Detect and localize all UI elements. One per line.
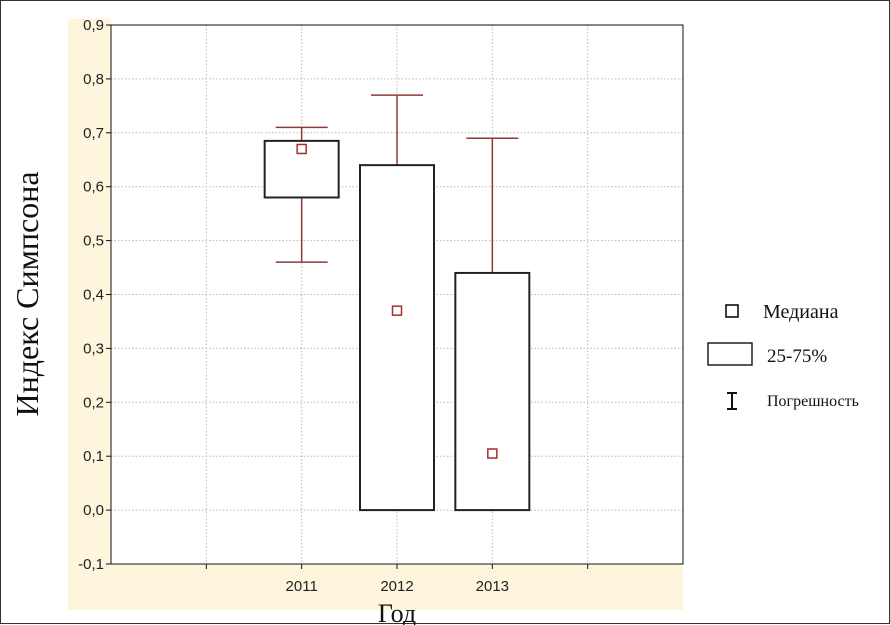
y-tick-label: 0,6 — [83, 179, 104, 196]
median-marker — [391, 305, 403, 316]
box-2011 — [263, 126, 340, 263]
legend-whisker-label: Погрешность — [767, 393, 859, 410]
y-tick-label: -0,1 — [78, 556, 104, 573]
box-2012 — [359, 94, 435, 512]
legend-median-marker — [725, 304, 739, 318]
x-tick-label: 2013 — [476, 578, 509, 595]
box-series — [263, 94, 531, 512]
x-axis-band — [68, 564, 683, 610]
box-iqr — [454, 271, 531, 512]
box-2013 — [454, 137, 531, 512]
legend-box-marker — [707, 342, 753, 366]
plot-border — [110, 24, 684, 565]
y-tick-label: 0,2 — [83, 394, 104, 411]
x-tick-label: 2011 — [286, 578, 318, 595]
y-tick-label: 0,9 — [83, 17, 104, 34]
median-marker — [487, 448, 498, 459]
y-tick-label: 0,1 — [83, 448, 104, 465]
median-marker — [296, 143, 307, 155]
y-tick-labels: -0,1 0,0 0,1 0,2 0,3 0,4 0,5 0,6 0,7 0,8 0,9 — [78, 17, 111, 573]
y-tick-label: 0,0 — [83, 502, 104, 519]
legend-median-label: Медиана — [763, 301, 839, 323]
box-iqr — [359, 164, 435, 512]
x-tick-label: 2012 — [380, 578, 413, 595]
y-tick-label: 0,3 — [83, 340, 104, 357]
y-axis-band — [68, 19, 111, 567]
legend: Медиана 25-75% Погрешность — [707, 301, 859, 410]
legend-whisker-marker — [727, 392, 737, 410]
y-tick-label: 0,8 — [83, 71, 104, 88]
legend-box-label: 25-75% — [767, 346, 827, 367]
y-tick-label: 0,7 — [83, 125, 104, 142]
x-axis-title: Год — [378, 599, 416, 625]
y-tick-label: 0,5 — [83, 233, 104, 250]
y-axis-title: Индекс Симпсона — [9, 171, 45, 416]
y-tick-label: 0,4 — [83, 287, 104, 304]
x-tick-labels: 2011 2012 2013 — [205, 564, 589, 595]
